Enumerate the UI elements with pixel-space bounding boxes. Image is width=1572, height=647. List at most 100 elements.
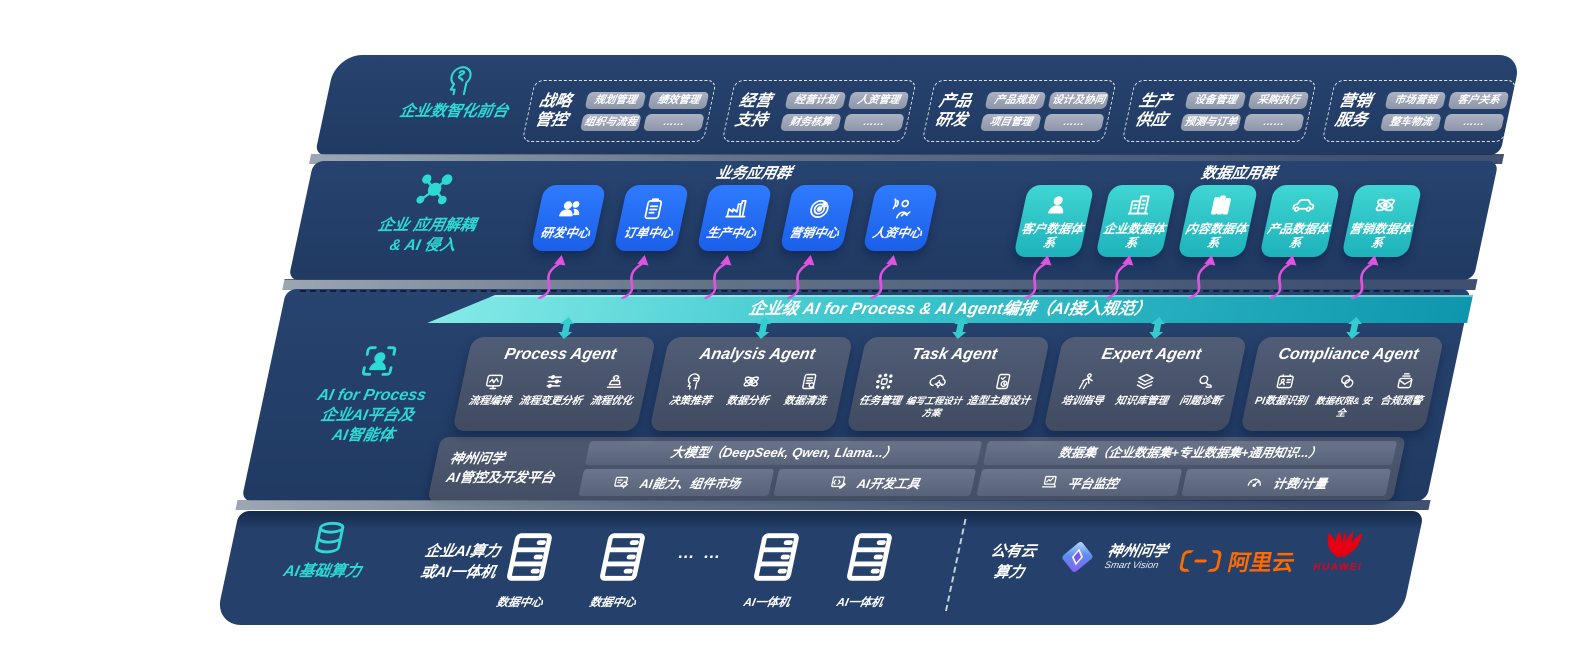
module-pill: 预测与订单 — [1180, 113, 1242, 131]
capability-label: 知识库管理 — [1114, 395, 1170, 407]
capability-label: 流程编排 — [467, 395, 513, 407]
public-cloud-text: 公有云 算力 — [966, 541, 1057, 583]
platform-name: 神州问学 AI管控及开发平台 — [444, 449, 588, 487]
module-pill: …… — [1043, 113, 1105, 131]
module-pill: 人资管理 — [847, 91, 910, 109]
flow-arrow-icon — [704, 255, 732, 299]
agent-title: Compliance Agent — [1276, 346, 1421, 363]
agent-capability: 知识库管理 — [1114, 371, 1174, 407]
capability-label: 合规预警 — [1378, 395, 1424, 407]
digital-front-layer: 企业数智化前台 战略 管控 规划管理 绩效管理 组织与流程…… 经营 支持 经营计划… — [314, 55, 1522, 155]
agent-capability: 任务管理 — [858, 371, 908, 407]
alert-icon — [1393, 371, 1418, 392]
front-group: 经营 支持 经营计划 人资管理 财务核算…… — [721, 80, 917, 142]
flow-arrow-icon — [1106, 255, 1134, 299]
advise-icon — [682, 371, 707, 392]
module-pill: 组织与流程 — [580, 113, 642, 131]
data-app-boxes: 客户数据体系 企业数据体系 内容数据体系 产品数据体系 营销数据体系 — [1013, 185, 1423, 257]
flow-arrow-icon — [1024, 255, 1052, 299]
module-pill: 产品规划 — [984, 91, 1047, 109]
agent-capability: 数据权限& 安全 — [1308, 371, 1382, 419]
agent-capability: 合规预警 — [1379, 371, 1429, 407]
module-pill: 经营计划 — [784, 91, 847, 109]
devtools-icon — [828, 473, 851, 492]
app-box: 研发中心 — [530, 185, 607, 251]
infra-node-label: AI一体机 — [742, 597, 791, 609]
agent-capability: 决策推荐 — [668, 371, 718, 407]
agent-capability: PI数据识别 — [1254, 371, 1314, 407]
clipboard-icon — [638, 196, 670, 222]
app-box: 营销中心 — [779, 185, 856, 251]
idcard-icon — [1272, 371, 1297, 392]
group-modules: 经营计划 人资管理 财务核算…… — [780, 91, 910, 131]
module-pill: …… — [1443, 113, 1505, 131]
platform-cell-label: AI能力、组件市场 — [638, 477, 742, 491]
agent-capabilities: 流程编排 流程变更分析 流程优化 — [457, 371, 649, 407]
huawei-name: HUAWEI — [1312, 562, 1364, 573]
capability-label: PI数据识别 — [1253, 395, 1309, 407]
car-icon — [1288, 192, 1320, 218]
data-apps-title: 数据应用群 — [1199, 165, 1279, 182]
agent-capability: 流程优化 — [589, 371, 639, 407]
capability-label: 决策推荐 — [667, 395, 713, 407]
agent-capabilities: 任务管理 编写工程设计方案 造型主题设计 — [849, 371, 1043, 419]
cloud-line1: 公有云 — [989, 543, 1038, 560]
app-box: 营销数据体系 — [1341, 185, 1423, 257]
flow-arrow-icon — [787, 255, 815, 299]
infra-side-label: AI基础算力 — [260, 519, 393, 582]
agent-panel: Analysis Agent 决策推荐 数据分析 数据清洗 — [649, 337, 854, 431]
agent-panel: Task Agent 任务管理 编写工程设计方案 造型主题设计 — [846, 337, 1051, 431]
infra-layer: AI基础算力 企业AI算力 或AI一体机 数据中心 数据中心… … AI一体机 AI一… — [215, 511, 1425, 625]
infra-node-label: AI一体机 — [835, 597, 884, 609]
app-box: 生产中心 — [696, 185, 773, 251]
group-title: 产品 研发 — [933, 93, 974, 129]
agent-title: Process Agent — [502, 346, 619, 363]
components-icon — [610, 473, 633, 492]
capability-label: 数据权限& 安全 — [1314, 396, 1373, 418]
module-pill: 客户关系 — [1447, 91, 1510, 109]
double-arrow-icon — [1149, 317, 1165, 339]
layer-label-line1: 企业 应用解耦 — [376, 217, 478, 234]
app-box: 企业数据体系 — [1095, 185, 1177, 257]
model-bar: 大模型（DeepSeek, Qwen, Llama...） — [585, 441, 983, 465]
dataset-bar: 数据集（企业数据集+专业数据集+通用知识...） — [983, 441, 1398, 465]
aliyun-name: 阿里云 — [1225, 550, 1297, 575]
capability-label: 流程变更分析 — [517, 395, 584, 407]
cloud-gear-icon — [926, 371, 951, 392]
capability-label: 培训指导 — [1060, 395, 1105, 407]
flow-arrow-icon — [1188, 255, 1216, 299]
agent-capability: 培训指导 — [1060, 371, 1110, 407]
capability-label: 造型主题设计 — [965, 395, 1032, 407]
design-icon — [990, 371, 1015, 392]
vendor-shenzhou: 神州问学 Smart Vision — [1053, 537, 1171, 577]
agent-capability: 数据分析 — [725, 371, 775, 407]
app-layer-side-label: 企业 应用解耦 & AI 侵入 — [315, 171, 543, 256]
module-pill: 设计及协同 — [1047, 91, 1110, 109]
layers-icon — [1133, 371, 1158, 392]
front-group: 产品 研发 产品规划 设计及协同 项目管理…… — [921, 80, 1117, 142]
secure-icon — [1335, 371, 1360, 392]
infra-node: … … — [666, 543, 734, 563]
ai-platform-layer: 企业级 AI for Process & AI Agent编排（AI接入规范） … — [241, 289, 1471, 501]
app-decouple-layer: 企业 应用解耦 & AI 侵入 业务应用群 数据应用群 研发中心 订单中心 生产中心… — [288, 161, 1499, 280]
infra-node: 数据中心 — [486, 525, 568, 610]
ai-platform-panel: 神州问学 AI管控及开发平台 大模型（DeepSeek, Qwen, Llama… — [427, 437, 1406, 501]
agent-capability: 问题诊断 — [1178, 371, 1228, 407]
front-group: 生产 供应 设备管理 采购执行 预测与订单…… — [1121, 80, 1317, 142]
agent-capability: 数据清洗 — [783, 371, 833, 407]
app-box: 订单中心 — [613, 185, 690, 251]
group-modules: 设备管理 采购执行 预测与订单…… — [1180, 91, 1310, 131]
app-box: 客户数据体系 — [1013, 185, 1095, 257]
group-title: 经营 支持 — [733, 93, 774, 129]
database-icon — [306, 519, 352, 557]
molecule-icon — [410, 171, 459, 211]
flow-icon — [481, 371, 506, 392]
layer-label: AI基础算力 — [281, 563, 363, 580]
infra-node-label: 数据中心 — [495, 597, 544, 609]
app-box: 人资中心 — [862, 185, 939, 251]
person-frame-icon — [355, 341, 404, 381]
app-label: 研发中心 — [539, 226, 592, 240]
vendor-huawei: HUAWEI — [1312, 527, 1371, 573]
module-pill: 财务核算 — [780, 113, 842, 131]
vendor-aliyun: 阿里云 — [1175, 545, 1298, 577]
